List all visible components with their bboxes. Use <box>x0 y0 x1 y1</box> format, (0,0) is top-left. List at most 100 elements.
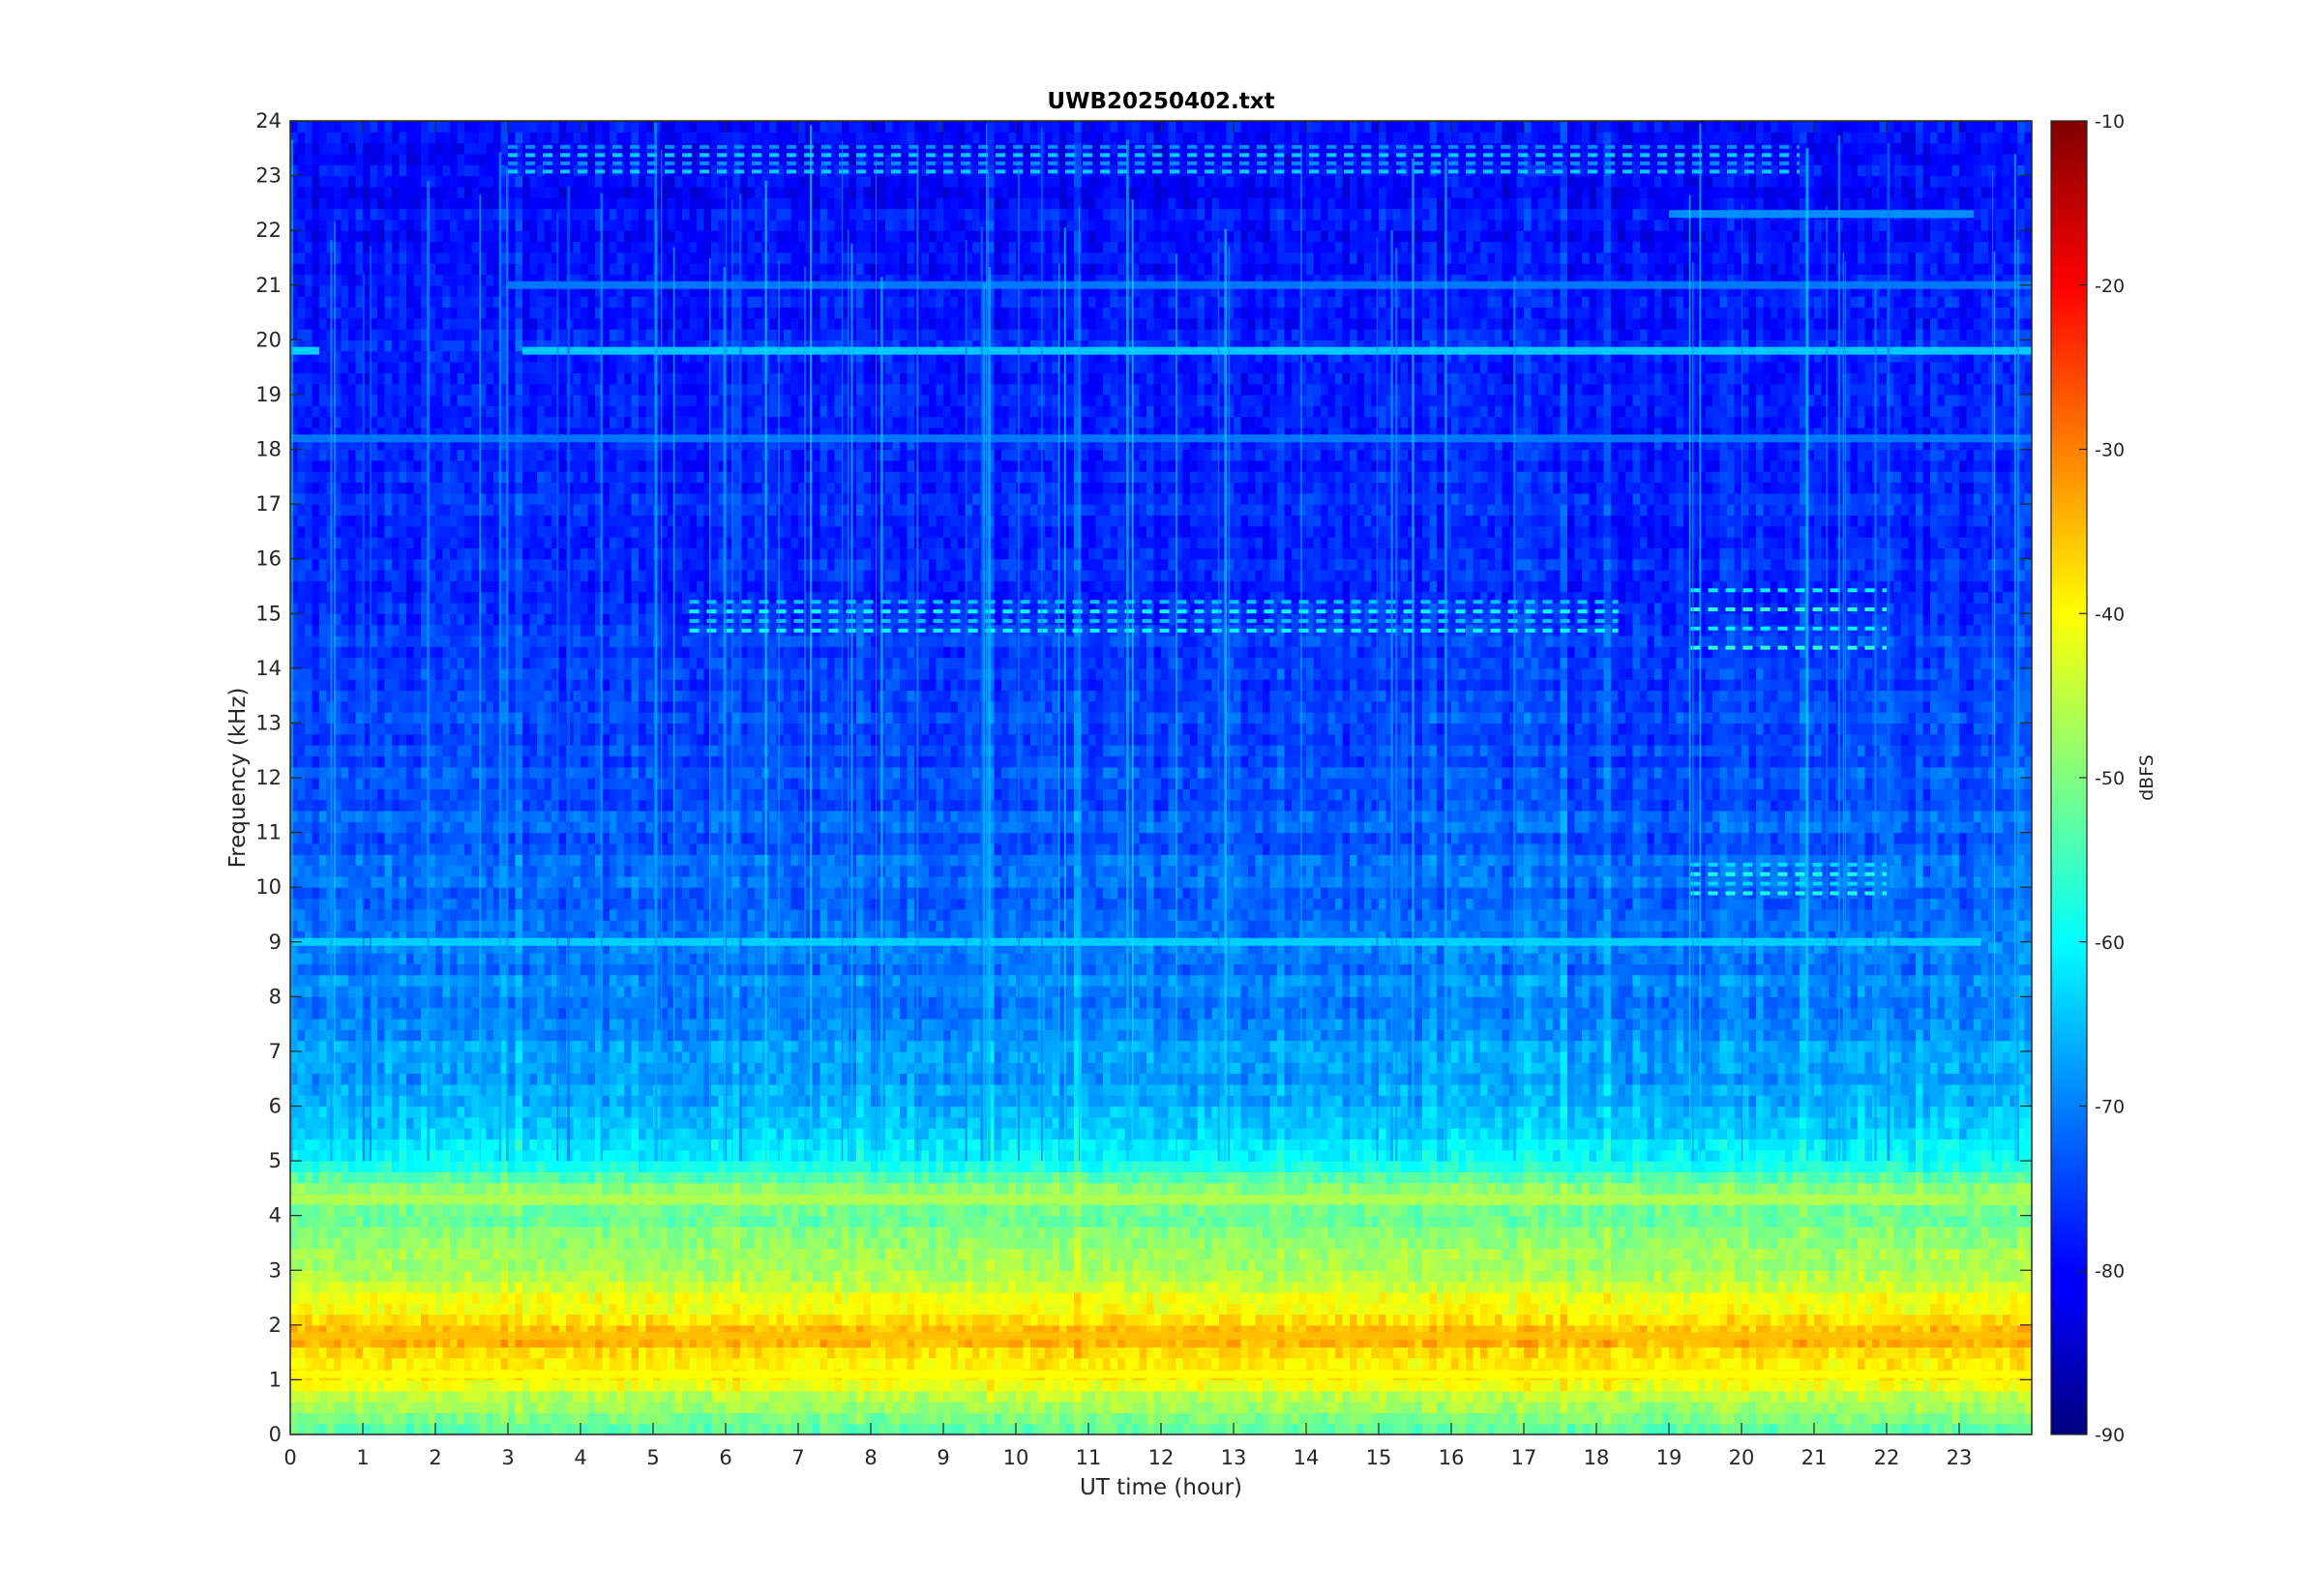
heatmap-cell <box>334 1390 342 1403</box>
heatmap-cell <box>1611 1402 1620 1413</box>
heatmap-cell <box>1321 1357 1329 1370</box>
heatmap-cell <box>2003 1291 2011 1304</box>
heatmap-cell <box>508 1390 517 1403</box>
heatmap-cell <box>1306 1336 1315 1348</box>
heatmap-cell <box>1553 1303 1562 1315</box>
heatmap-cell <box>1263 1270 1271 1283</box>
heatmap-cell <box>1814 1423 1823 1434</box>
heatmap-cell <box>566 1324 575 1337</box>
heatmap-cell <box>1255 1379 1264 1392</box>
heatmap-cell <box>718 1314 727 1326</box>
heatmap-cell <box>1030 1291 1039 1304</box>
heatmap-cell <box>740 1412 749 1425</box>
heatmap-cell <box>668 1412 676 1425</box>
heatmap-cell <box>994 1423 1002 1434</box>
heatmap-cell <box>1016 1423 1025 1434</box>
heatmap-cell <box>1632 1402 1641 1413</box>
heatmap-cell <box>1618 1357 1626 1370</box>
heatmap-cell <box>1385 1215 1394 1227</box>
heatmap-cell <box>1625 1379 1634 1392</box>
heatmap-cell <box>1945 1258 1953 1271</box>
heatmap-cell <box>1429 1291 1438 1304</box>
heatmap-cell <box>1916 1357 1924 1370</box>
heatmap-cell <box>1922 1390 1931 1403</box>
heatmap-cell <box>1074 1412 1083 1425</box>
heatmap-cell <box>1582 1226 1591 1238</box>
heatmap-cell <box>435 1324 444 1337</box>
heatmap-cell <box>1263 1402 1271 1413</box>
heatmap-cell <box>1589 1379 1597 1392</box>
heatmap-cell <box>718 1248 727 1260</box>
heatmap-cell <box>790 1303 799 1315</box>
heatmap-cell <box>1908 1314 1917 1326</box>
heatmap-cell <box>1422 1423 1431 1434</box>
heatmap-cell <box>1806 1423 1815 1434</box>
heatmap-cell <box>1690 1324 1699 1337</box>
heatmap-cell <box>312 1379 320 1392</box>
heatmap-cell <box>1625 1270 1634 1283</box>
heatmap-cell <box>1611 1215 1620 1227</box>
heatmap-cell <box>1298 1423 1307 1434</box>
heatmap-cell <box>1843 1303 1852 1315</box>
heatmap-cell <box>631 1379 640 1392</box>
heatmap-cell <box>1625 1402 1634 1413</box>
heatmap-cell <box>1298 1357 1307 1370</box>
heatmap-cell <box>1124 1303 1133 1315</box>
heatmap-cell <box>842 1324 850 1337</box>
heatmap-cell <box>1531 1402 1539 1413</box>
heatmap-cell <box>1835 1248 1844 1260</box>
heatmap-cell <box>1589 1248 1597 1260</box>
heatmap-cell <box>1451 1204 1460 1217</box>
heatmap-cell <box>1829 1346 1837 1359</box>
heatmap-cell <box>1313 1390 1322 1403</box>
heatmap-cell <box>1748 1281 1757 1293</box>
heatmap-cell <box>428 1423 436 1434</box>
heatmap-cell <box>1234 1215 1242 1227</box>
heatmap-cell <box>958 1379 967 1392</box>
heatmap-cell <box>1763 1314 1771 1326</box>
heatmap-cell <box>1263 1390 1271 1403</box>
heatmap-cell <box>2017 1226 2026 1238</box>
heatmap-cell <box>1132 1237 1141 1250</box>
heatmap-cell <box>471 1390 480 1403</box>
heatmap-cell <box>1088 1258 1097 1271</box>
heatmap-cell <box>1806 1215 1815 1227</box>
heatmap-cell <box>1146 1379 1155 1392</box>
heatmap-cell <box>1393 1291 1402 1304</box>
heatmap-cell <box>1756 1390 1765 1403</box>
heatmap-cell <box>790 1336 799 1348</box>
heatmap-cell <box>1727 1357 1736 1370</box>
heatmap-cell <box>1269 1324 1278 1337</box>
heatmap-cell <box>377 1248 386 1260</box>
heatmap-cell <box>595 1237 604 1250</box>
heatmap-cell <box>1821 1248 1830 1260</box>
heatmap-cell <box>1132 1215 1141 1227</box>
heatmap-cell <box>1901 1248 1910 1260</box>
heatmap-cell <box>1690 1357 1699 1370</box>
heatmap-cell <box>689 1357 698 1370</box>
heatmap-cell <box>602 1258 610 1271</box>
heatmap-cell <box>1582 1423 1591 1434</box>
heatmap-cell <box>1205 1402 1213 1413</box>
heatmap-cell <box>907 1346 915 1359</box>
heatmap-cell <box>1553 1204 1562 1217</box>
heatmap-cell <box>1596 1324 1605 1337</box>
heatmap-cell <box>1037 1412 1046 1425</box>
heatmap-cell <box>580 1314 589 1326</box>
heatmap-cell <box>900 1226 908 1238</box>
heatmap-cell <box>1690 1204 1699 1217</box>
heatmap-cell <box>1771 1379 1779 1392</box>
heatmap-cell <box>965 1412 973 1425</box>
heatmap-cell <box>689 1324 698 1337</box>
heatmap-cell <box>442 1346 451 1359</box>
heatmap-cell <box>1887 1258 1895 1271</box>
heatmap-cell <box>1806 1314 1815 1326</box>
heatmap-cell <box>355 1248 364 1260</box>
heatmap-cell <box>761 1248 770 1260</box>
heatmap-cell <box>348 1390 357 1403</box>
heatmap-cell <box>1211 1204 1220 1217</box>
heatmap-cell <box>1661 1291 1670 1304</box>
heatmap-cell <box>471 1303 480 1315</box>
heatmap-cell <box>1524 1412 1533 1425</box>
heatmap-cell <box>312 1248 320 1260</box>
